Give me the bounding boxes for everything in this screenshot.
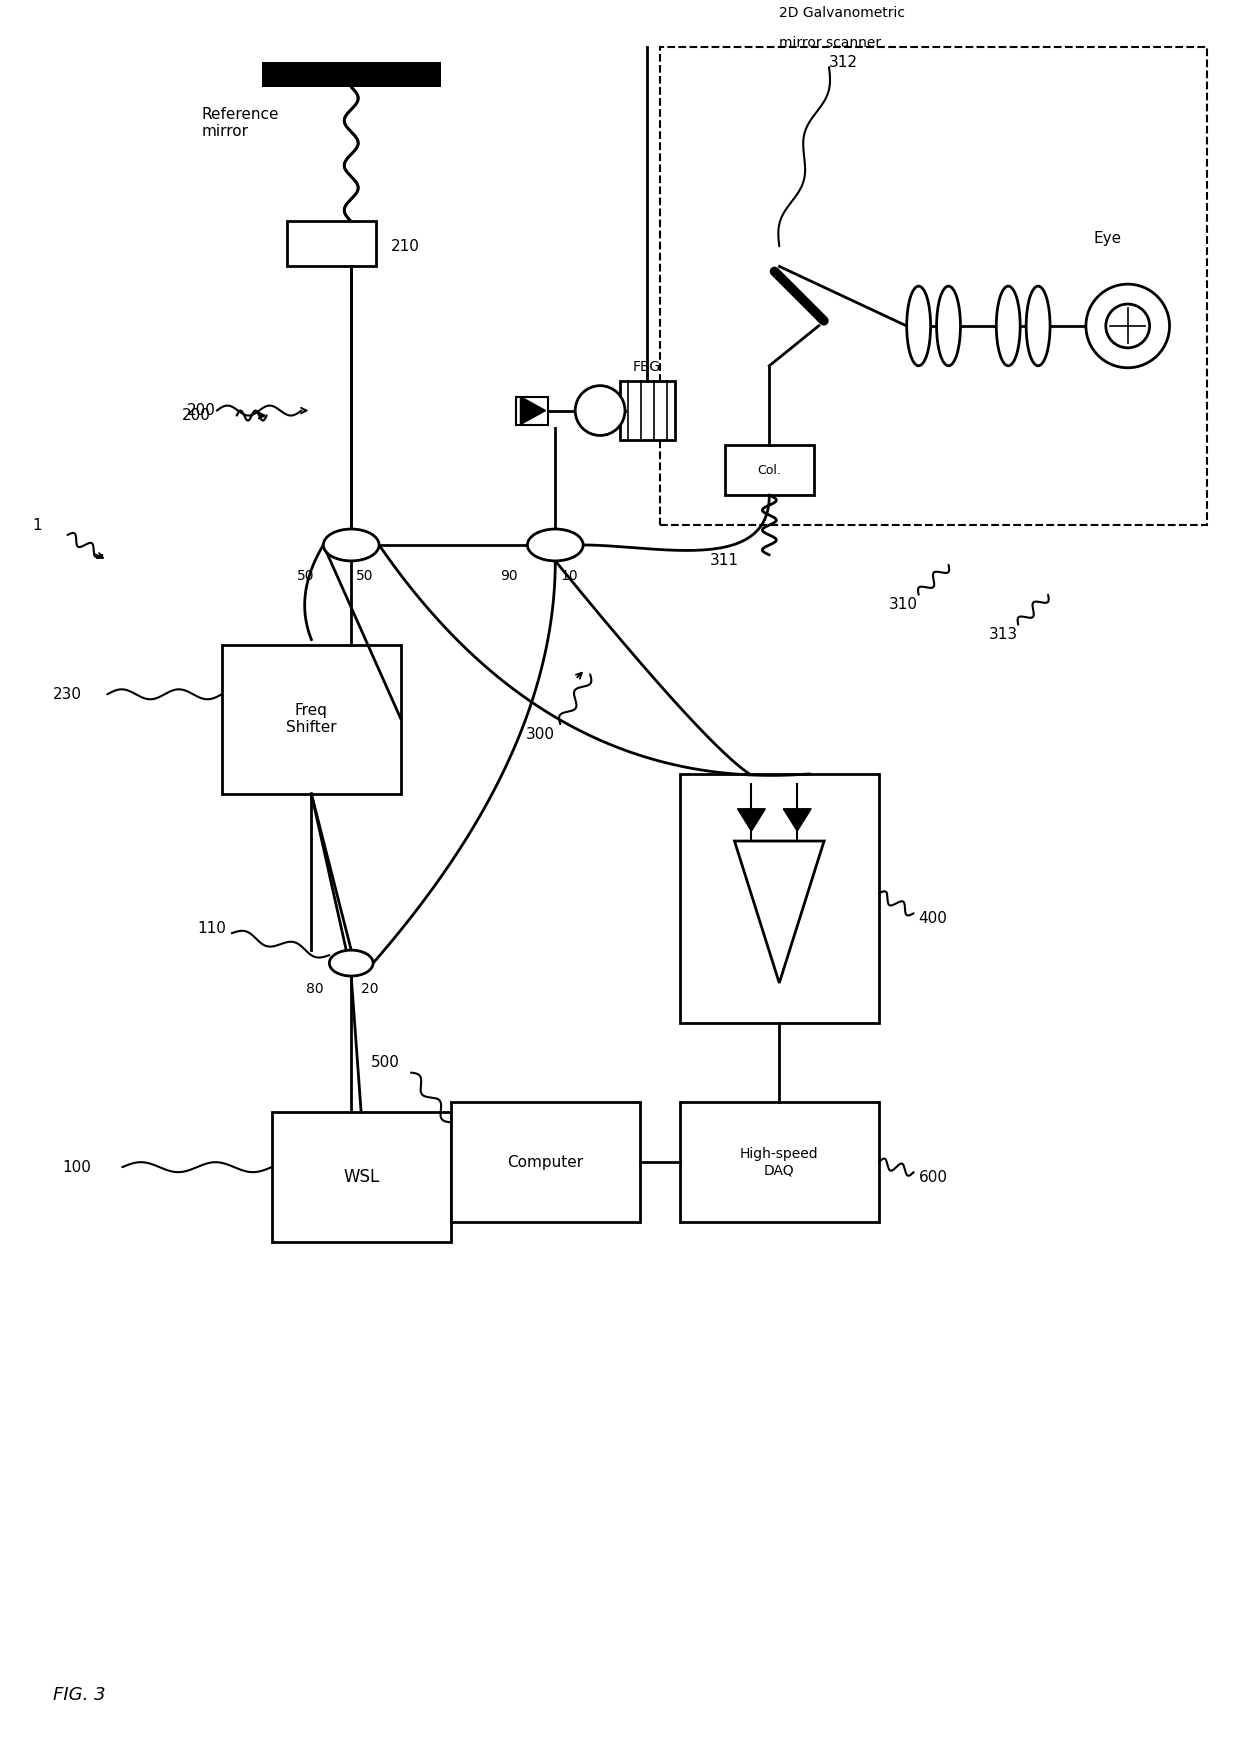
- Text: 300: 300: [526, 727, 554, 741]
- Text: Col.: Col.: [758, 464, 781, 478]
- Text: 500: 500: [371, 1055, 401, 1070]
- Text: 110: 110: [197, 920, 226, 936]
- Text: 313: 313: [988, 627, 1018, 641]
- Text: 50: 50: [356, 568, 373, 582]
- Ellipse shape: [996, 286, 1021, 366]
- Text: 200: 200: [182, 408, 211, 424]
- Bar: [262, 63, 440, 87]
- FancyBboxPatch shape: [222, 645, 401, 793]
- Polygon shape: [738, 809, 765, 831]
- Polygon shape: [521, 397, 546, 425]
- Ellipse shape: [330, 950, 373, 976]
- Text: 230: 230: [52, 687, 82, 702]
- Circle shape: [1086, 284, 1169, 368]
- Ellipse shape: [936, 286, 961, 366]
- Text: Reference
mirror: Reference mirror: [202, 106, 279, 139]
- Text: 90: 90: [501, 568, 518, 582]
- Text: Computer: Computer: [507, 1154, 583, 1170]
- Ellipse shape: [906, 286, 930, 366]
- Text: Freq
Shifter: Freq Shifter: [286, 702, 337, 736]
- FancyBboxPatch shape: [680, 774, 879, 1023]
- Text: 210: 210: [391, 239, 420, 254]
- FancyBboxPatch shape: [620, 380, 675, 441]
- Text: 10: 10: [560, 568, 578, 582]
- FancyBboxPatch shape: [286, 221, 376, 267]
- Text: FBG: FBG: [632, 359, 661, 373]
- Text: 600: 600: [919, 1170, 947, 1185]
- FancyBboxPatch shape: [272, 1112, 451, 1241]
- Text: 50: 50: [296, 568, 314, 582]
- Text: 312: 312: [830, 56, 858, 70]
- Text: 20: 20: [361, 981, 378, 995]
- Text: High-speed
DAQ: High-speed DAQ: [740, 1147, 818, 1177]
- Circle shape: [1106, 303, 1149, 349]
- FancyBboxPatch shape: [451, 1103, 640, 1222]
- Ellipse shape: [527, 530, 583, 561]
- Text: 400: 400: [919, 912, 947, 926]
- Circle shape: [575, 385, 625, 436]
- Text: mirror scanner: mirror scanner: [779, 37, 882, 51]
- Text: 311: 311: [709, 553, 739, 568]
- Polygon shape: [734, 842, 825, 983]
- Text: FIG. 3: FIG. 3: [52, 1685, 105, 1703]
- Bar: [660, 47, 1208, 525]
- Text: Eye: Eye: [1094, 232, 1122, 246]
- Text: 310: 310: [889, 598, 918, 612]
- Text: 200: 200: [187, 403, 216, 418]
- Text: 2D Galvanometric: 2D Galvanometric: [779, 7, 905, 21]
- Text: WSL: WSL: [343, 1168, 379, 1187]
- Ellipse shape: [1027, 286, 1050, 366]
- Text: 100: 100: [62, 1159, 92, 1175]
- Text: 1: 1: [32, 518, 42, 533]
- Polygon shape: [784, 809, 811, 831]
- FancyBboxPatch shape: [680, 1103, 879, 1222]
- FancyBboxPatch shape: [517, 397, 548, 425]
- Text: 80: 80: [306, 981, 324, 995]
- Ellipse shape: [324, 530, 379, 561]
- FancyBboxPatch shape: [724, 446, 815, 495]
